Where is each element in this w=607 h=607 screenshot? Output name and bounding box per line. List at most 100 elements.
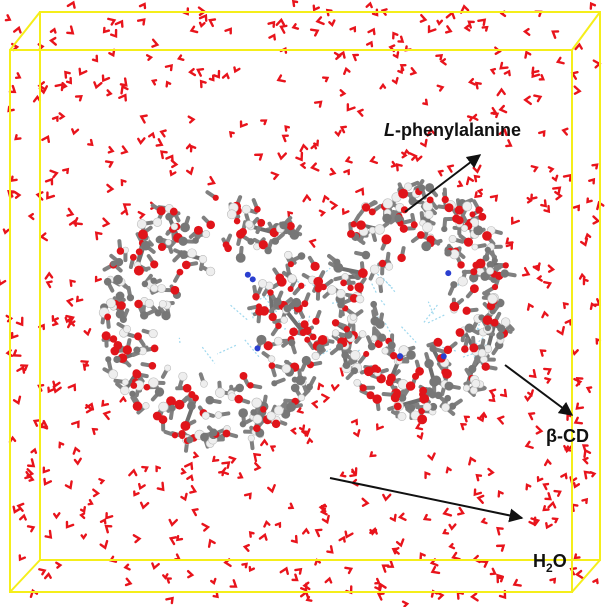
atom — [247, 434, 255, 442]
water-molecule — [541, 310, 549, 319]
water-molecule — [549, 577, 557, 584]
atom — [317, 335, 328, 345]
water-molecule — [295, 151, 304, 162]
atom — [268, 312, 277, 322]
water-molecule — [528, 369, 537, 379]
water-molecule — [339, 125, 348, 134]
atom — [297, 394, 306, 402]
water-molecule — [55, 561, 63, 569]
water-molecule — [287, 502, 295, 510]
water-molecule — [369, 528, 378, 536]
atom — [441, 403, 450, 412]
box-front-face — [9, 49, 573, 593]
water-molecule — [414, 155, 423, 163]
hydrogen-bond — [427, 301, 434, 315]
atom — [441, 225, 448, 233]
water-molecule — [538, 74, 546, 81]
water-molecule — [16, 502, 25, 512]
water-molecule — [333, 51, 342, 61]
atom — [170, 285, 180, 295]
water-molecule — [218, 470, 225, 477]
atom — [448, 402, 457, 410]
water-molecule — [369, 451, 377, 458]
atom — [121, 378, 129, 386]
water-molecule — [188, 68, 197, 77]
atom — [310, 261, 320, 272]
atom — [471, 379, 481, 389]
water-molecule — [436, 84, 445, 92]
atom — [445, 270, 452, 277]
water-molecule — [392, 51, 400, 59]
atom — [429, 402, 438, 411]
atom — [366, 391, 375, 400]
water-molecule — [581, 444, 589, 452]
atom — [205, 266, 216, 277]
water-molecule — [499, 388, 508, 398]
water-molecule — [553, 489, 562, 497]
water-molecule — [118, 93, 127, 102]
atom — [148, 377, 159, 388]
water-molecule — [430, 565, 441, 575]
atom — [398, 345, 410, 356]
water-molecule — [79, 512, 86, 520]
water-molecule — [208, 74, 215, 82]
water-molecule — [476, 413, 485, 423]
water-molecule — [24, 470, 32, 480]
water-molecule — [573, 377, 583, 387]
atom — [477, 348, 487, 358]
water-molecule — [463, 24, 471, 32]
water-molecule — [365, 1, 373, 9]
water-molecule — [505, 139, 513, 148]
water-molecule — [145, 54, 154, 61]
atom — [367, 342, 376, 351]
atom — [470, 268, 478, 276]
atom — [331, 319, 340, 327]
water-molecule — [419, 552, 426, 560]
atom — [418, 407, 425, 415]
atom — [288, 339, 296, 347]
water-molecule — [58, 112, 66, 120]
water-molecule — [481, 25, 489, 32]
water-molecule — [198, 13, 208, 22]
atom — [206, 220, 216, 230]
water-molecule — [313, 100, 323, 108]
water-molecule — [229, 579, 238, 588]
water-molecule — [401, 151, 408, 159]
atom — [461, 345, 469, 353]
atom — [169, 207, 178, 216]
atom — [417, 231, 425, 239]
atom — [244, 271, 251, 278]
atom — [351, 367, 359, 375]
water-molecule — [105, 512, 114, 520]
atom — [122, 345, 132, 355]
water-molecule — [73, 217, 83, 226]
atom — [150, 260, 159, 269]
water-molecule — [107, 145, 115, 154]
water-molecule — [564, 318, 572, 326]
atom — [138, 229, 148, 240]
water-molecule — [155, 138, 164, 147]
atom — [415, 366, 424, 376]
atom — [142, 402, 150, 410]
atom — [502, 262, 509, 269]
atom — [233, 217, 241, 225]
water-molecule — [207, 175, 216, 186]
water-molecule — [328, 19, 336, 28]
water-molecule — [138, 2, 147, 10]
arrows — [329, 154, 574, 523]
atom — [287, 261, 295, 268]
atom — [281, 409, 291, 419]
water-molecule — [325, 8, 333, 17]
water-molecule — [424, 471, 431, 480]
atom — [443, 345, 453, 355]
water-molecule — [207, 538, 216, 548]
atom — [486, 266, 494, 275]
atom — [355, 294, 365, 304]
box-edge — [571, 11, 601, 51]
water-molecule — [497, 490, 504, 498]
atom — [245, 220, 254, 229]
atom — [180, 420, 191, 431]
water-molecule — [12, 505, 22, 514]
water-molecule — [12, 395, 22, 405]
water-molecule — [51, 115, 59, 122]
